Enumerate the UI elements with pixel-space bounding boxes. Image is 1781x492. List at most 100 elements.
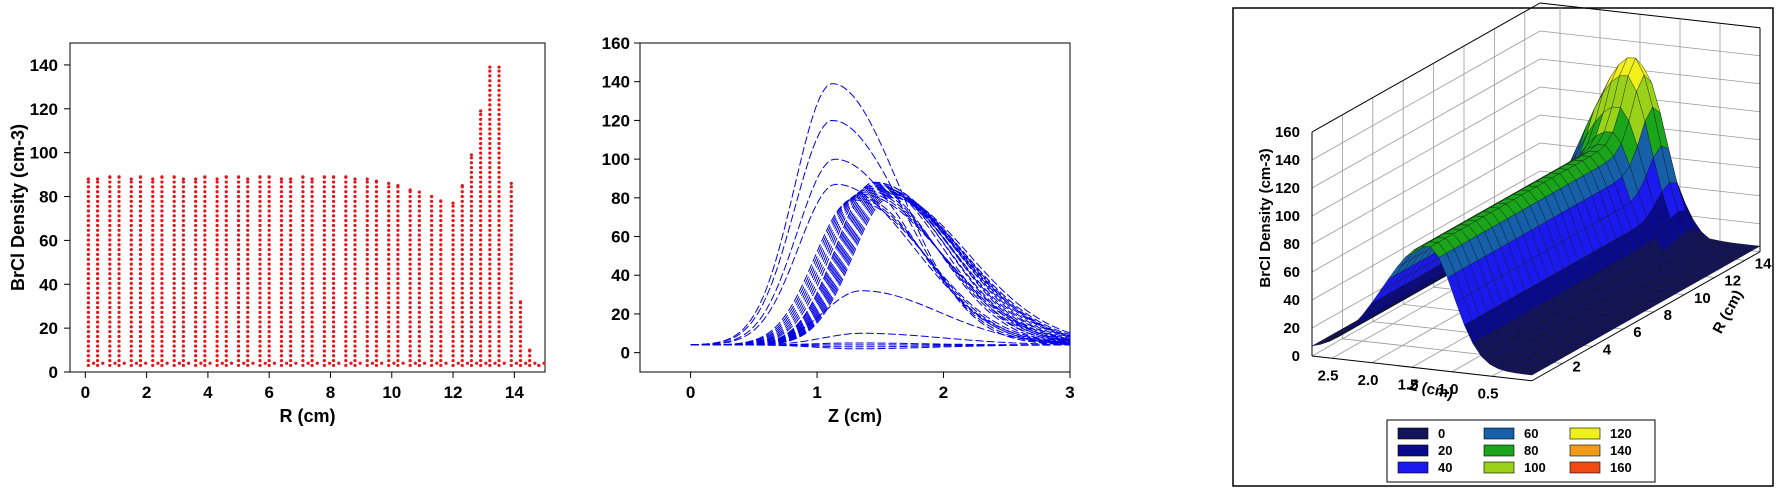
data-point <box>469 248 474 252</box>
data-point <box>279 349 284 353</box>
data-point <box>86 267 90 271</box>
data-point <box>279 363 284 368</box>
data-point <box>460 183 464 188</box>
data-point <box>279 180 284 184</box>
data-point <box>289 252 293 257</box>
data-point <box>509 296 513 300</box>
data-point <box>488 132 492 136</box>
data-point <box>509 320 513 324</box>
data-point <box>374 194 379 199</box>
data-point <box>430 228 434 232</box>
data-point <box>365 252 369 257</box>
data-point <box>172 334 176 339</box>
data-point <box>203 180 207 184</box>
data-point <box>365 194 369 199</box>
data-point <box>279 339 284 343</box>
data-point <box>258 272 262 276</box>
data-point <box>387 194 391 199</box>
data-point <box>469 199 474 203</box>
data-point <box>518 310 523 314</box>
data-point <box>138 262 143 266</box>
data-point <box>479 310 483 314</box>
data-point <box>387 199 391 203</box>
data-point <box>365 339 369 343</box>
data-point <box>396 183 400 188</box>
data-point <box>236 339 241 343</box>
density-axis-label: BrCl Density (cm-3) <box>1257 148 1274 287</box>
data-point <box>117 233 121 237</box>
data-point <box>258 320 262 324</box>
data-point <box>95 219 100 223</box>
data-point <box>194 219 198 223</box>
data-point <box>138 291 143 295</box>
data-point <box>203 209 207 213</box>
data-point <box>497 238 501 242</box>
data-point <box>488 117 492 121</box>
data-point <box>95 354 100 358</box>
density-tick-label: 160 <box>1275 124 1300 141</box>
data-point <box>267 262 271 266</box>
data-point <box>117 344 121 348</box>
data-point <box>215 301 219 305</box>
data-point <box>479 252 483 257</box>
data-point <box>479 146 483 150</box>
data-point <box>160 349 164 353</box>
data-point <box>172 281 176 285</box>
data-point <box>236 315 241 319</box>
data-point <box>479 315 483 319</box>
data-point <box>117 175 121 179</box>
data-point <box>374 330 379 334</box>
series-line <box>690 188 1071 346</box>
data-point <box>528 358 532 363</box>
data-point <box>451 281 455 285</box>
data-point <box>172 248 176 252</box>
data-point <box>358 361 362 365</box>
data-point <box>387 334 391 339</box>
density-tick-label: 60 <box>1283 264 1300 281</box>
data-point <box>215 320 219 324</box>
data-point <box>344 214 348 218</box>
data-point <box>236 180 241 184</box>
data-point <box>151 252 155 257</box>
data-point <box>374 281 379 285</box>
x-tick-label: 10 <box>382 383 401 402</box>
legend-swatch <box>1397 461 1429 474</box>
data-point <box>117 257 121 261</box>
series-line <box>690 344 1070 350</box>
data-point <box>509 194 513 199</box>
data-point <box>194 291 198 295</box>
data-point <box>439 281 443 285</box>
data-point <box>374 358 379 363</box>
data-point <box>215 214 219 218</box>
data-point <box>215 272 219 276</box>
data-point <box>108 199 112 203</box>
data-point <box>518 344 523 348</box>
data-point <box>479 204 483 208</box>
data-point <box>479 344 483 348</box>
data-point <box>181 267 185 271</box>
data-point <box>95 301 100 305</box>
data-point <box>236 286 241 290</box>
data-point <box>95 363 100 368</box>
data-point <box>289 180 293 184</box>
data-point <box>344 363 348 368</box>
data-point <box>215 296 219 300</box>
data-point <box>331 354 336 358</box>
data-point <box>203 363 207 368</box>
data-point <box>138 349 143 353</box>
data-point <box>353 257 357 261</box>
data-point <box>460 228 464 232</box>
data-point <box>497 291 501 295</box>
data-point <box>236 296 241 300</box>
data-point <box>151 228 155 232</box>
data-point <box>258 267 262 271</box>
data-point <box>479 233 483 237</box>
data-point <box>138 243 143 247</box>
data-point <box>396 194 400 199</box>
data-point <box>224 252 228 257</box>
data-point <box>267 358 271 363</box>
data-point <box>279 190 284 194</box>
data-point <box>353 291 357 295</box>
data-point <box>469 315 474 319</box>
data-point <box>258 325 262 329</box>
